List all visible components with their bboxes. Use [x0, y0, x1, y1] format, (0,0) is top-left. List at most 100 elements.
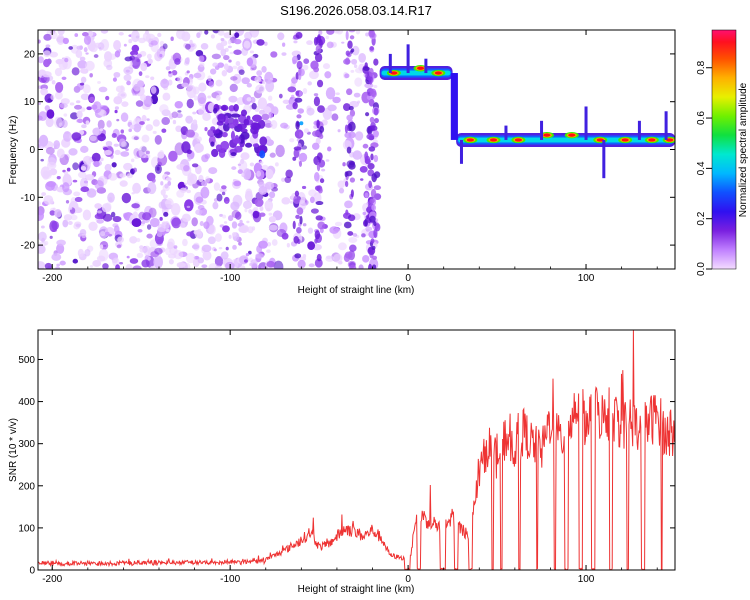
heatmap-noise-blob	[185, 43, 191, 50]
heatmap-noise-blob	[227, 39, 232, 45]
heatmap-noise-blob	[115, 85, 124, 93]
heatmap-streak-blob	[344, 180, 349, 187]
heatmap-noise-blob	[131, 44, 140, 53]
heatmap-noise-blob	[141, 134, 150, 143]
heatmap-noise-blob	[351, 45, 360, 56]
heatmap-noise-blob	[213, 182, 221, 191]
heatmap-noise-blob	[113, 143, 119, 147]
heatmap-noise-blob	[56, 176, 61, 180]
heatmap-noise-blob	[38, 101, 42, 106]
heatmap-noise-blob	[270, 51, 278, 58]
heatmap-noise-blob	[264, 181, 275, 190]
heatmap-noise-blob	[157, 151, 165, 159]
signal-core-red	[543, 133, 551, 137]
heatmap-noise-blob	[186, 85, 194, 91]
heatmap-noise-blob	[325, 159, 330, 162]
heatmap-noise-blob	[212, 62, 219, 68]
heatmap-noise-blob	[83, 35, 92, 45]
heatmap-noise-blob	[59, 260, 66, 266]
heatmap-noise-blob	[334, 221, 343, 227]
heatmap-noise-blob	[213, 90, 223, 96]
heatmap-streak-blob	[298, 90, 303, 97]
heatmap-noise-blob	[260, 266, 265, 269]
heatmap-noise-blob	[102, 213, 113, 222]
heatmap-noise-blob	[168, 259, 174, 265]
heatmap-noise-blob	[146, 154, 151, 159]
heatmap-noise-blob	[74, 196, 83, 203]
heatmap-streak-blob	[368, 67, 374, 77]
heatmap-noise-blob	[249, 162, 255, 167]
heatmap-noise-blob	[184, 57, 190, 65]
heatmap-noise-blob	[121, 101, 129, 107]
heatmap-streak-blob	[317, 221, 326, 230]
heatmap-noise-blob	[238, 69, 245, 76]
heatmap-noise-blob	[191, 163, 199, 168]
signal-spike	[664, 111, 668, 140]
heatmap-noise-blob	[46, 161, 57, 170]
heatmap-noise-blob	[131, 192, 135, 195]
heatmap-streak-blob	[296, 207, 304, 215]
signal-step-connector	[450, 73, 458, 140]
heatmap-noise-blob	[244, 208, 248, 213]
heatmap-streak-blob	[343, 253, 351, 263]
heatmap-noise-blob	[204, 126, 208, 132]
heatmap-noise-blob	[114, 106, 120, 110]
heatmap-noise-blob	[100, 30, 109, 34]
heatmap-noise-blob	[42, 71, 52, 78]
heatmap-streak-blob	[369, 116, 375, 124]
heatmap-noise-blob	[43, 50, 51, 58]
heatmap-noise-blob	[91, 152, 101, 162]
heatmap-streak-blob	[345, 209, 349, 216]
heatmap-noise-blob	[232, 194, 243, 207]
heatmap-noise-blob	[181, 82, 189, 88]
heatmap-noise-blob	[99, 244, 104, 250]
heatmap-noise-blob	[192, 119, 198, 125]
heatmap-noise-blob	[151, 178, 156, 183]
heatmap-noise-blob	[342, 162, 346, 167]
heatmap-noise-blob	[147, 58, 153, 64]
heatmap-cluster-blob	[243, 118, 250, 126]
signal-spike	[424, 58, 428, 74]
heatmap-streak-blob	[312, 130, 320, 137]
heatmap-streak-blob	[362, 66, 370, 71]
heatmap-streak-blob	[344, 132, 352, 139]
heatmap-noise-blob	[113, 225, 120, 233]
heatmap-streak-blob	[374, 223, 381, 232]
heatmap-noise-blob	[200, 186, 210, 199]
heatmap-noise-blob	[233, 38, 242, 45]
heatmap-noise-blob	[242, 168, 252, 180]
heatmap-noise-blob	[38, 134, 49, 147]
signal-core-red	[514, 138, 522, 142]
heatmap-noise-blob	[40, 225, 45, 229]
heatmap-noise-blob	[225, 246, 229, 251]
heatmap-noise-blob	[75, 223, 81, 228]
heatmap-noise-blob	[266, 249, 271, 254]
heatmap-noise-blob	[45, 116, 54, 128]
heatmap-noise-blob	[332, 96, 341, 104]
heatmap-noise-blob	[38, 244, 46, 255]
heatmap-streak-blob	[347, 214, 356, 222]
heatmap-noise-blob	[154, 247, 163, 255]
heatmap-noise-blob	[218, 246, 223, 250]
signal-spike	[406, 44, 410, 74]
signal-spike	[584, 106, 588, 140]
heatmap-noise-blob	[168, 71, 172, 74]
heatmap-cluster-blob	[245, 142, 253, 148]
heatmap-streak-blob	[370, 153, 374, 161]
heatmap-streak-blob	[299, 215, 303, 225]
heatmap-noise-blob	[246, 83, 252, 88]
heatmap-streak-blob	[372, 264, 377, 269]
heatmap-noise-blob	[335, 30, 344, 35]
heatmap-y-tick-label: 10	[24, 97, 36, 108]
heatmap-noise-blob	[165, 198, 174, 209]
heatmap-noise-blob	[227, 45, 232, 49]
heatmap-noise-blob	[308, 189, 317, 197]
heatmap-noise-blob	[318, 30, 323, 36]
heatmap-noise-blob	[186, 205, 191, 209]
heatmap-noise-blob	[41, 237, 46, 243]
heatmap-cluster-blob	[230, 152, 237, 157]
heatmap-noise-blob	[94, 213, 104, 220]
heatmap-noise-blob	[131, 56, 141, 69]
heatmap-noise-blob	[270, 119, 278, 129]
heatmap-noise-blob	[228, 95, 238, 103]
